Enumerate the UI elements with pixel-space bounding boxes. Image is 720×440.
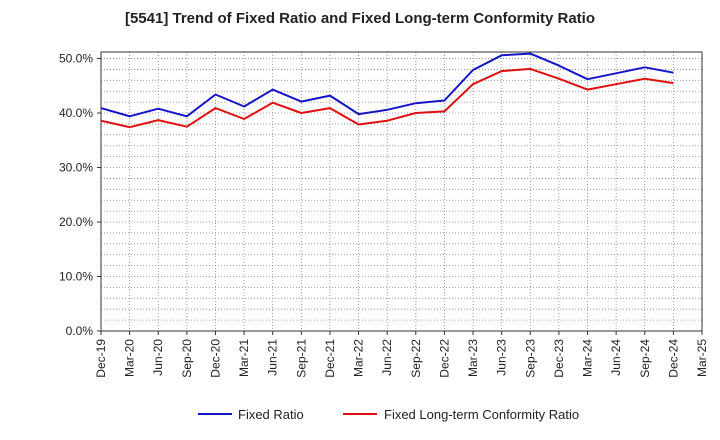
legend-label: Fixed Ratio [238,407,304,422]
x-tick-label: Jun-23 [495,339,509,376]
x-tick-label: Dec-22 [437,339,451,378]
y-tick-label: 10.0% [59,270,93,284]
x-tick-label: Dec-21 [323,339,337,378]
x-tick-label: Mar-23 [466,339,480,377]
y-tick-label: 20.0% [59,215,93,229]
x-tick-label: Dec-20 [208,339,222,378]
legend-label: Fixed Long-term Conformity Ratio [384,407,579,422]
x-tick-label: Dec-24 [666,339,680,378]
x-tick-label: Mar-21 [237,339,251,377]
y-tick-label: 40.0% [59,106,93,120]
x-tick-label: Mar-25 [695,339,709,377]
x-tick-label: Jun-21 [266,339,280,376]
y-tick-label: 0.0% [66,324,94,338]
x-tick-label: Jun-22 [380,339,394,376]
chart-title: [5541] Trend of Fixed Ratio and Fixed Lo… [124,10,596,27]
plot-frame [100,51,703,332]
x-tick-label: Jun-24 [609,339,623,376]
x-tick-label: Dec-19 [94,339,108,378]
y-tick-label: 50.0% [59,52,93,66]
y-tick-label: 30.0% [59,161,93,175]
x-tick-label: Mar-22 [352,339,366,377]
x-tick-label: Sep-24 [638,339,652,378]
x-tick-label: Mar-24 [581,339,595,377]
x-tick-label: Mar-20 [123,339,137,377]
x-tick-label: Sep-22 [409,339,423,378]
plot-area [101,52,702,331]
x-tick-label: Sep-21 [294,339,308,378]
x-tick-label: Sep-23 [523,339,537,378]
x-tick-label: Jun-20 [151,339,165,376]
x-tick-label: Dec-23 [552,339,566,378]
x-tick-label: Sep-20 [180,339,194,378]
